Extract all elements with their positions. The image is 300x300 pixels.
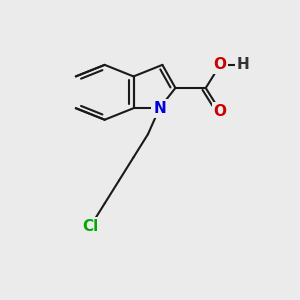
Text: H: H [237,57,250,72]
Text: Cl: Cl [82,219,98,234]
Text: O: O [214,57,227,72]
Text: N: N [153,101,166,116]
Text: O: O [214,103,227,118]
